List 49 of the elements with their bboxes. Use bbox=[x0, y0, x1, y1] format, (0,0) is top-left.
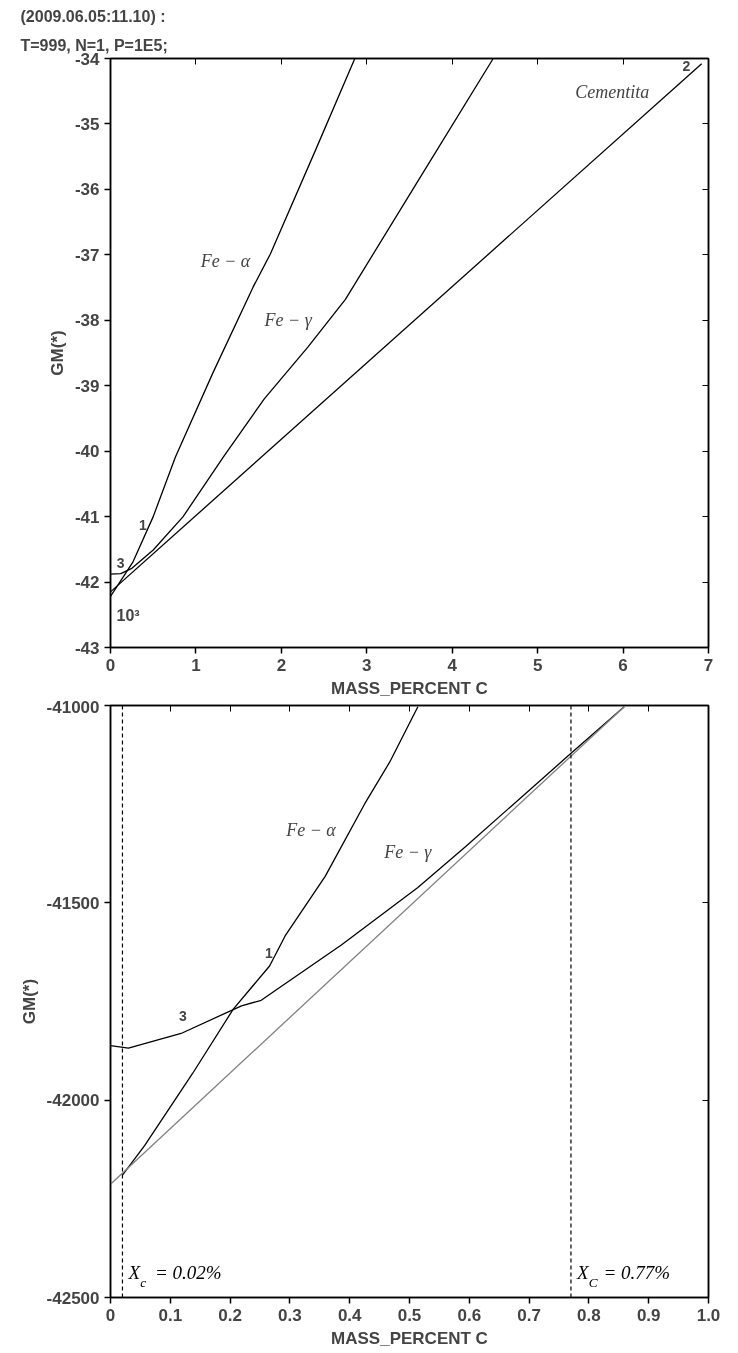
annotation: Fe − α bbox=[199, 250, 251, 271]
chart-title: (2009.06.05:11.10) : bbox=[20, 7, 166, 25]
x-tick-label: 1 bbox=[191, 655, 201, 675]
x-axis-title: MASS_PERCENT C bbox=[331, 1328, 488, 1348]
x-tick-label: 0.4 bbox=[337, 1305, 363, 1325]
x-tick-label: 1.0 bbox=[696, 1305, 721, 1325]
x-tick-label: 5 bbox=[532, 655, 543, 675]
annotation: Fe − α bbox=[285, 820, 337, 841]
y-axis-title: GM(*) bbox=[47, 330, 67, 376]
annotation: Fe − γ bbox=[383, 842, 433, 863]
x-tick-label: 0.8 bbox=[577, 1305, 601, 1325]
chart-subtitle: T=999, N=1, P=1E5; bbox=[20, 36, 168, 54]
x-tick-label: 0 bbox=[105, 655, 116, 675]
annotation: 1 bbox=[265, 944, 274, 961]
x-tick-label: 2 bbox=[276, 655, 287, 675]
x-tick-label: 0.7 bbox=[517, 1305, 541, 1325]
y-tick-label: -38 bbox=[74, 311, 100, 331]
x-tick-label: 0.5 bbox=[397, 1305, 422, 1325]
annotation: 10³ bbox=[116, 606, 140, 624]
x-tick-label: 0.9 bbox=[636, 1305, 661, 1325]
y-tick-label: -42 bbox=[74, 573, 100, 593]
y-tick-label: -36 bbox=[74, 180, 100, 200]
y-tick-label: -39 bbox=[74, 376, 100, 396]
x-tick-label: 3 bbox=[362, 655, 372, 675]
y-tick-label: -41 bbox=[74, 507, 100, 527]
x-tick-label: 0.6 bbox=[457, 1305, 482, 1325]
y-tick-label: -35 bbox=[74, 114, 100, 134]
y-tick-label: -43 bbox=[74, 638, 100, 658]
x-tick-label: 4 bbox=[447, 655, 458, 675]
y-tick-label: -41000 bbox=[46, 697, 100, 717]
x-tick-label: 6 bbox=[618, 655, 628, 675]
y-tick-label: -41500 bbox=[46, 893, 100, 913]
annotation: 1 bbox=[139, 517, 148, 534]
annotation: 2 bbox=[682, 58, 691, 75]
x-tick-label: 0.2 bbox=[218, 1305, 242, 1325]
annotation: Fe − γ bbox=[263, 310, 313, 331]
x-tick-label: 0.1 bbox=[158, 1305, 183, 1325]
x-tick-label: 0.3 bbox=[278, 1305, 302, 1325]
x-axis-title: MASS_PERCENT C bbox=[331, 678, 488, 698]
y-tick-label: -40 bbox=[74, 442, 100, 462]
y-axis-title: GM(*) bbox=[19, 978, 39, 1025]
annotation: Cementita bbox=[575, 81, 650, 102]
annotation: 3 bbox=[116, 554, 125, 571]
y-tick-label: -42500 bbox=[46, 1288, 100, 1308]
x-tick-label: 7 bbox=[703, 655, 714, 675]
x-tick-label: 0 bbox=[105, 1305, 116, 1325]
y-tick-label: -42000 bbox=[46, 1091, 100, 1111]
y-tick-label: -37 bbox=[74, 245, 100, 265]
annotation: 3 bbox=[178, 1008, 187, 1025]
